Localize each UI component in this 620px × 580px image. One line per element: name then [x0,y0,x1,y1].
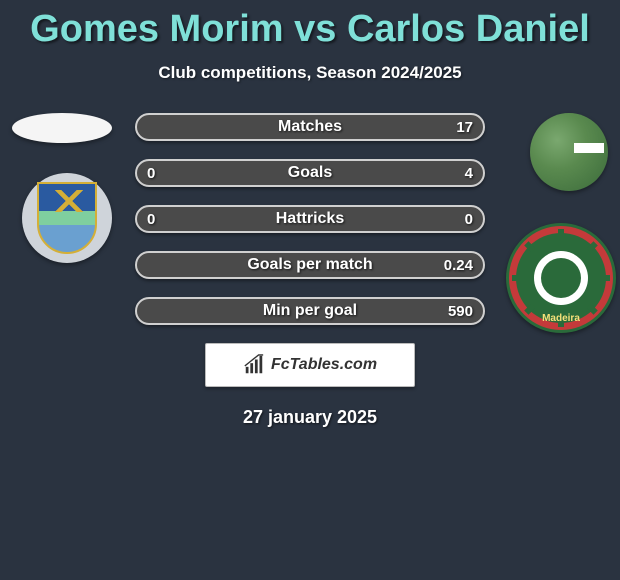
date-line: 27 january 2025 [0,407,620,428]
player-photo-left [12,113,112,143]
stat-value-right: 0 [465,207,473,231]
stat-label: Goals [137,161,483,185]
page-title: Gomes Morim vs Carlos Daniel [0,0,620,51]
comparison-area: Madeira Matches17Goals04Hattricks00Goals… [0,113,620,428]
stat-row: Hattricks0 0 [135,205,485,233]
stat-label: Min per goal [137,299,483,323]
club-badge-right: Madeira [506,223,616,333]
stat-label: Hattricks [137,207,483,231]
stat-label: Goals per match [137,253,483,277]
stat-value-right: 0.24 [444,253,473,277]
stat-row: Matches17 [135,113,485,141]
shield-icon [37,182,97,254]
bar-chart-icon [243,354,265,376]
stat-value-left: 0 [147,207,155,231]
stat-value-right: 590 [448,299,473,323]
stat-row: Goals per match0.24 [135,251,485,279]
club-badge-right-label: Madeira [542,313,580,324]
club-badge-left [22,173,112,263]
stat-row: Min per goal590 [135,297,485,325]
stat-value-right: 4 [465,161,473,185]
stat-value-left: 0 [147,161,155,185]
stat-row: Goals0 4 [135,159,485,187]
page-subtitle: Club competitions, Season 2024/2025 [0,63,620,83]
wheel-spokes-icon [516,233,606,323]
stat-label: Matches [137,115,483,139]
player-photo-right [530,113,608,191]
stat-rows: Matches17Goals04Hattricks00Goals per mat… [135,113,485,325]
brand-label: FcTables.com [271,356,377,374]
stat-value-right: 17 [456,115,473,139]
brand-badge: FcTables.com [205,343,415,387]
